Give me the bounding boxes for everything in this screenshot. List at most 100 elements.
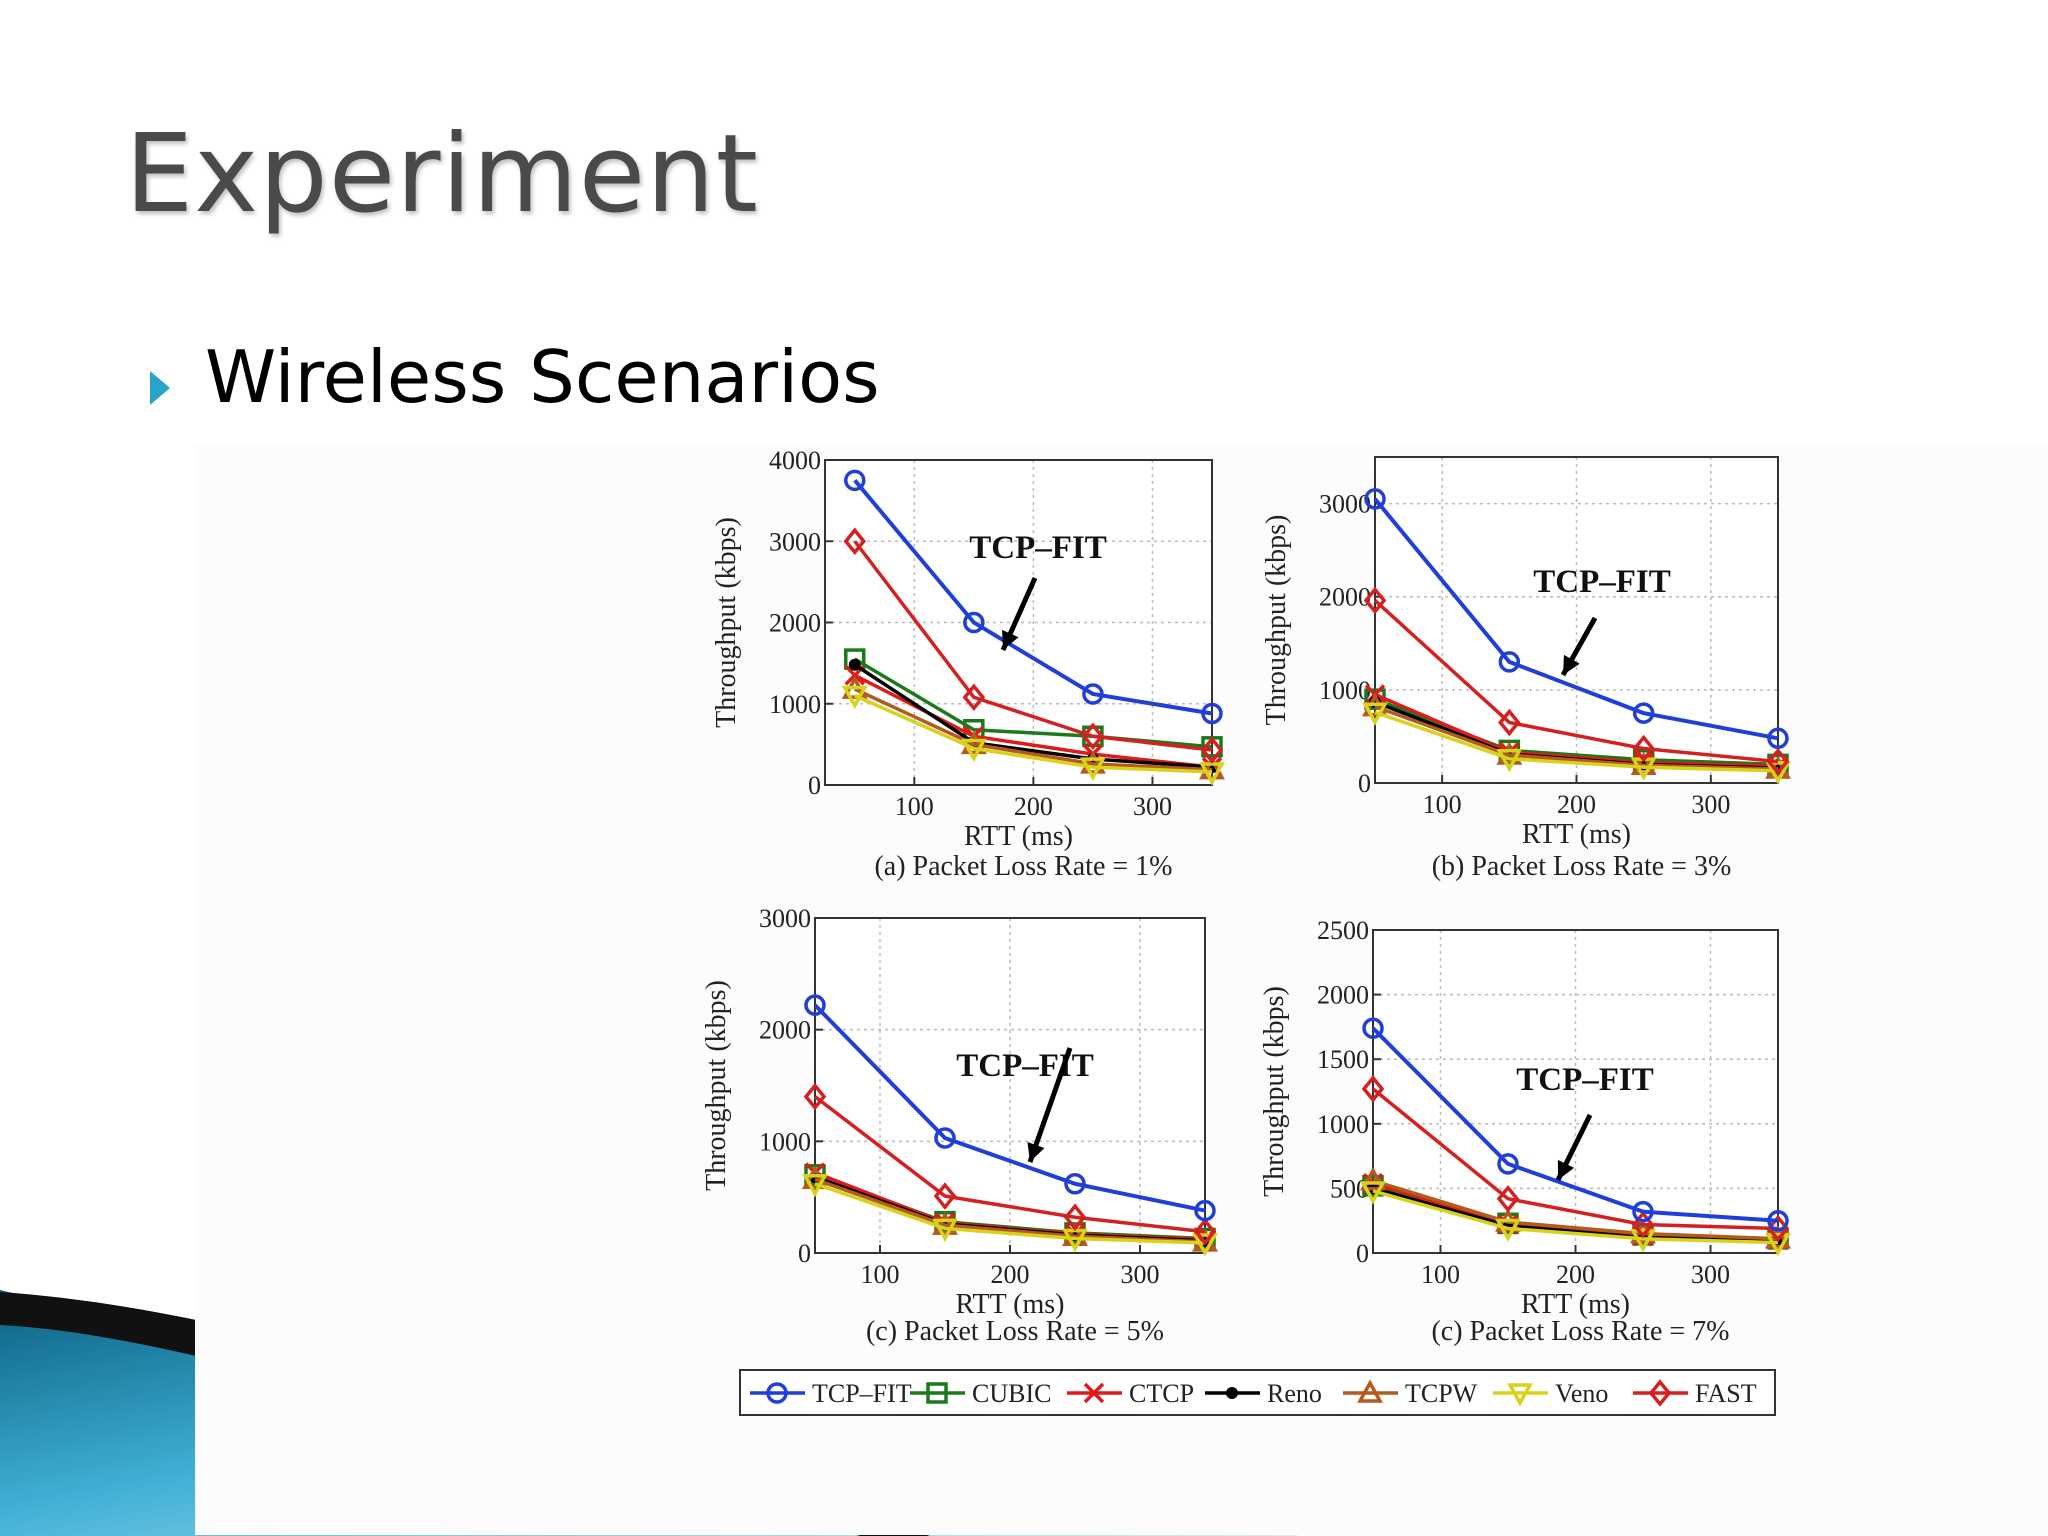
data-point	[1497, 1153, 1519, 1175]
annotation-label: TCP–FIT	[956, 1048, 1094, 1084]
x-tick-label: 300	[1691, 1260, 1730, 1289]
legend-item-cubic: CUBIC	[910, 1379, 1051, 1408]
y-axis-label: Throughput (kbps)	[701, 980, 732, 1191]
data-point	[1360, 1181, 1386, 1205]
x-tick-label: 100	[861, 1260, 900, 1289]
series-tcpfit	[1364, 488, 1789, 750]
data-point	[1362, 702, 1388, 726]
data-point	[1496, 741, 1523, 765]
y-axis-label: Throughput (kbps)	[711, 517, 742, 728]
y-axis-label: Throughput (kbps)	[1261, 515, 1292, 726]
data-point	[1767, 1209, 1789, 1232]
legend-item-fast: FAST	[1633, 1379, 1757, 1408]
data-point	[1081, 722, 1105, 751]
x-tick-label: 200	[1557, 790, 1596, 819]
data-point	[1632, 734, 1655, 763]
x-axis-label: RTT (ms)	[955, 1289, 1064, 1320]
series-line	[1372, 1189, 1779, 1245]
series-line	[1374, 710, 1779, 773]
data-point	[804, 994, 826, 1016]
y-tick-label: 0	[808, 771, 821, 800]
y-tick-label: 4000	[769, 446, 821, 475]
y-tick-label: 3000	[1319, 490, 1371, 519]
data-point	[963, 611, 985, 634]
data-point	[1362, 1017, 1384, 1039]
x-tick-label: 300	[1133, 792, 1172, 821]
data-point	[1361, 1075, 1385, 1103]
panel-caption: (a) Packet Loss Rate = 1%	[874, 851, 1172, 882]
data-point	[1631, 1210, 1655, 1239]
data-point	[1363, 586, 1387, 615]
data-point	[1630, 1220, 1656, 1244]
series-line	[1373, 599, 1779, 764]
data-point	[843, 527, 867, 556]
series-line	[1371, 1087, 1779, 1231]
y-tick-label: 0	[1358, 769, 1371, 798]
legend: TCP–FIT CUBIC CTCP Reno TCPW Veno FAST	[739, 1369, 1776, 1416]
data-point	[932, 1211, 958, 1235]
slide-title: Experiment	[125, 112, 760, 237]
series-veno	[802, 1174, 1218, 1257]
data-point	[1063, 1203, 1087, 1232]
data-point	[1194, 1199, 1216, 1222]
series-veno	[1362, 702, 1791, 785]
data-point	[933, 1182, 957, 1210]
y-axis-label: Throughput (kbps)	[1259, 986, 1290, 1197]
y-tick-label: 1000	[1317, 1110, 1369, 1139]
data-point	[1630, 1229, 1656, 1253]
legend-marker	[926, 1382, 948, 1404]
x-tick-label: 200	[1014, 792, 1053, 821]
data-point	[1767, 727, 1789, 750]
series-fast	[843, 527, 1224, 764]
series-tcpfit	[844, 469, 1223, 725]
y-tick-label: 0	[1356, 1239, 1369, 1268]
data-point	[1064, 1173, 1086, 1195]
x-tick-label: 100	[1421, 1260, 1460, 1289]
series-line	[1374, 704, 1779, 771]
data-point	[960, 730, 987, 755]
legend-item-veno: Veno	[1493, 1379, 1608, 1408]
data-point	[932, 1218, 958, 1243]
legend-marker	[1648, 1379, 1672, 1407]
data-point	[1766, 747, 1790, 776]
annotation-label: TCP–FIT	[1533, 564, 1671, 600]
series-veno	[841, 685, 1225, 786]
y-tick-label: 0	[798, 1239, 811, 1268]
data-point	[1765, 1225, 1791, 1249]
triangle-bullet-icon	[150, 371, 170, 405]
data-point	[1630, 751, 1657, 776]
annotation-label: TCP–FIT	[1516, 1062, 1654, 1098]
legend-marker	[1507, 1383, 1533, 1407]
legend-marker	[1083, 1382, 1105, 1404]
legend-label: CTCP	[1129, 1379, 1194, 1408]
x-tick-label: 200	[1556, 1260, 1595, 1289]
series-line	[854, 694, 1213, 774]
annotation-label: TCP–FIT	[969, 530, 1107, 566]
series-line	[853, 540, 1213, 752]
data-point	[844, 469, 866, 492]
legend-marker	[1357, 1379, 1383, 1403]
x-axis-label: RTT (ms)	[1521, 1289, 1630, 1320]
legend-marker	[1226, 1387, 1238, 1399]
data-point	[803, 1082, 827, 1111]
data-point	[1498, 708, 1521, 737]
data-point	[1496, 1184, 1520, 1213]
legend-item-ctcp: CTCP	[1067, 1379, 1194, 1408]
series-fast	[1361, 1075, 1790, 1243]
legend-label: Veno	[1555, 1379, 1608, 1408]
legend-label: CUBIC	[972, 1379, 1051, 1408]
x-axis-label: RTT (ms)	[964, 821, 1073, 852]
legend-label: FAST	[1695, 1379, 1757, 1408]
y-tick-label: 1000	[1319, 676, 1371, 705]
x-tick-label: 300	[1121, 1260, 1160, 1289]
y-tick-label: 2500	[1317, 916, 1369, 945]
x-tick-label: 100	[1423, 790, 1462, 819]
legend-label: TCP–FIT	[812, 1379, 912, 1408]
data-point	[1495, 1218, 1521, 1243]
series-line	[1372, 1178, 1779, 1241]
data-point	[962, 683, 986, 712]
data-point	[802, 1165, 828, 1190]
legend-label: Reno	[1267, 1379, 1322, 1408]
